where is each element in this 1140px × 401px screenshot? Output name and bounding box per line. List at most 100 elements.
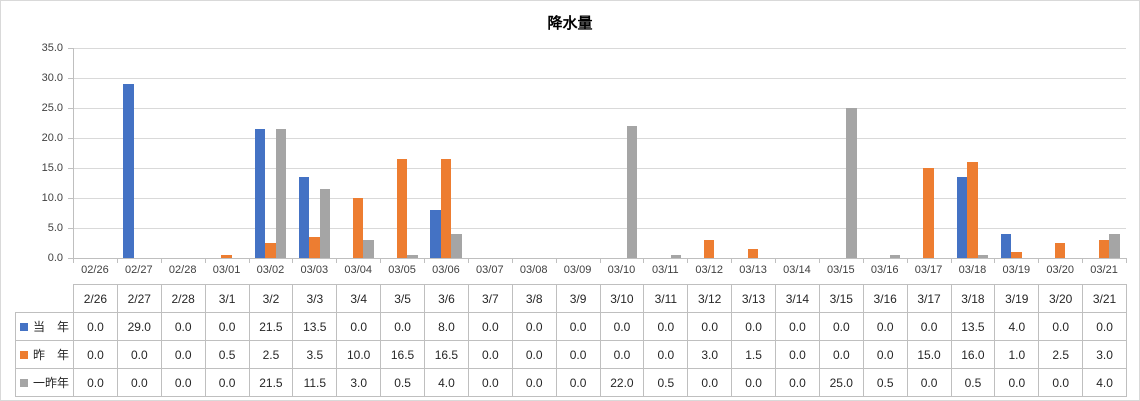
x-tick <box>160 259 162 263</box>
x-tick <box>906 259 908 263</box>
legend-item-last-year: 昨 年 <box>15 340 74 369</box>
x-tick <box>731 259 733 263</box>
x-axis-label: 03/12 <box>695 264 723 276</box>
bar-this-year-03/18[interactable] <box>956 177 968 258</box>
table-value-cell: 0.0 <box>994 368 1040 397</box>
bar-last-year-03/04[interactable] <box>352 198 364 258</box>
table-value-cell: 16.0 <box>950 340 996 369</box>
bar-two-years-ago-03/18[interactable] <box>977 255 989 258</box>
bar-two-years-ago-03/15[interactable] <box>846 108 857 258</box>
x-axis-label: 03/03 <box>300 264 329 276</box>
bar-two-years-ago-03/05[interactable] <box>407 255 418 258</box>
bar-two-years-ago-03/02[interactable] <box>275 129 287 258</box>
bar-last-year-03/06[interactable] <box>440 159 452 258</box>
table-value-cell: 0.0 <box>467 340 513 369</box>
legend-label: 一昨年 <box>33 376 70 390</box>
bar-last-year-03/13[interactable] <box>747 249 759 258</box>
x-tick <box>380 259 382 263</box>
x-tick <box>994 259 996 263</box>
table-header-cell: 3/14 <box>775 284 820 313</box>
bar-this-year-02/27[interactable] <box>123 84 134 258</box>
x-tick <box>862 259 864 263</box>
table-value-cell: 0.0 <box>116 368 162 397</box>
x-axis-label: 03/15 <box>827 264 855 276</box>
bar-two-years-ago-03/11[interactable] <box>670 255 682 258</box>
table-header-cell: 3/9 <box>555 284 601 313</box>
table-value-cell: 0.0 <box>73 368 118 397</box>
x-axis-label: 03/18 <box>958 264 987 276</box>
table-value-cell: 0.0 <box>731 368 776 397</box>
bar-last-year-03/19[interactable] <box>1011 252 1022 258</box>
gridline <box>73 228 1126 229</box>
x-axis-label: 03/06 <box>432 264 460 276</box>
bar-two-years-ago-03/21[interactable] <box>1109 234 1120 258</box>
bar-last-year-03/01[interactable] <box>221 255 232 258</box>
table-value-cell: 0.0 <box>775 312 820 341</box>
bar-last-year-03/18[interactable] <box>967 162 978 258</box>
y-axis-label: 5.0 <box>47 222 63 234</box>
x-axis-line <box>73 258 1127 259</box>
table-value-cell: 0.0 <box>731 312 776 341</box>
bar-last-year-03/03[interactable] <box>309 237 320 258</box>
x-axis-label: 03/01 <box>212 264 241 276</box>
gridline <box>73 198 1126 199</box>
bar-two-years-ago-03/03[interactable] <box>319 189 331 258</box>
table-value-cell: 0.0 <box>160 312 206 341</box>
x-tick <box>643 259 645 263</box>
x-axis-label: 03/13 <box>739 264 767 276</box>
bar-two-years-ago-03/10[interactable] <box>626 126 638 258</box>
table-header-cell: 3/5 <box>380 284 425 313</box>
x-axis-label: 03/20 <box>1046 264 1074 276</box>
x-axis-label: 02/28 <box>168 264 197 276</box>
bar-two-years-ago-03/16[interactable] <box>889 255 901 258</box>
x-tick <box>555 259 557 263</box>
x-tick <box>1082 259 1084 263</box>
table-header-cell: 2/27 <box>116 284 162 313</box>
table-value-cell: 4.0 <box>994 312 1040 341</box>
bar-last-year-03/02[interactable] <box>265 243 276 258</box>
y-axis-label: 20.0 <box>41 132 63 144</box>
table-value-cell: 0.0 <box>511 312 557 341</box>
y-tick <box>68 198 73 199</box>
data-table: 2/26 2/27 2/28 3/1 3/2 3/3 3/4 3/5 3/6 3/7 3/8 3/9 3… <box>15 284 1127 397</box>
x-tick <box>204 259 206 263</box>
bar-last-year-03/05[interactable] <box>396 159 408 258</box>
x-axis-label: 03/16 <box>870 264 899 276</box>
table-header-cell: 3/6 <box>424 284 469 313</box>
y-axis-line <box>73 48 74 259</box>
table-value-cell: 0.0 <box>643 340 689 369</box>
table-corner-cell <box>16 285 74 313</box>
table-value-cell: 2.5 <box>1038 340 1084 369</box>
x-tick <box>292 259 294 263</box>
table-value-cell: 0.0 <box>906 312 952 341</box>
table-value-cell: 13.5 <box>950 312 996 341</box>
x-tick <box>116 259 118 263</box>
table-value-cell: 0.0 <box>862 312 908 341</box>
gridline <box>73 168 1126 169</box>
bar-this-year-03/02[interactable] <box>254 129 266 258</box>
bar-this-year-03/19[interactable] <box>1000 234 1012 258</box>
table-value-cell: 0.0 <box>1038 312 1084 341</box>
table-header-cell: 2/26 <box>73 284 118 313</box>
x-tick <box>775 259 776 263</box>
bar-this-year-03/06[interactable] <box>430 210 441 258</box>
legend-marker-last-year <box>20 351 28 359</box>
bar-last-year-03/21[interactable] <box>1098 240 1110 258</box>
bar-last-year-03/17[interactable] <box>923 168 934 258</box>
table-value-cell: 0.0 <box>204 312 250 341</box>
table-value-cell: 8.0 <box>424 312 469 341</box>
bar-two-years-ago-03/04[interactable] <box>363 240 374 258</box>
x-tick <box>424 259 425 263</box>
table-value-cell: 16.5 <box>424 340 469 369</box>
x-axis-label: 03/19 <box>1002 264 1031 276</box>
x-tick <box>687 259 689 263</box>
bar-two-years-ago-03/06[interactable] <box>451 234 462 258</box>
x-axis-label: 03/14 <box>783 264 811 276</box>
bar-last-year-03/20[interactable] <box>1054 243 1066 258</box>
table-header-cell: 3/7 <box>467 284 513 313</box>
bar-last-year-03/12[interactable] <box>703 240 715 258</box>
bar-this-year-03/03[interactable] <box>298 177 310 258</box>
x-tick <box>1038 259 1040 263</box>
y-axis-label: 25.0 <box>41 102 63 114</box>
